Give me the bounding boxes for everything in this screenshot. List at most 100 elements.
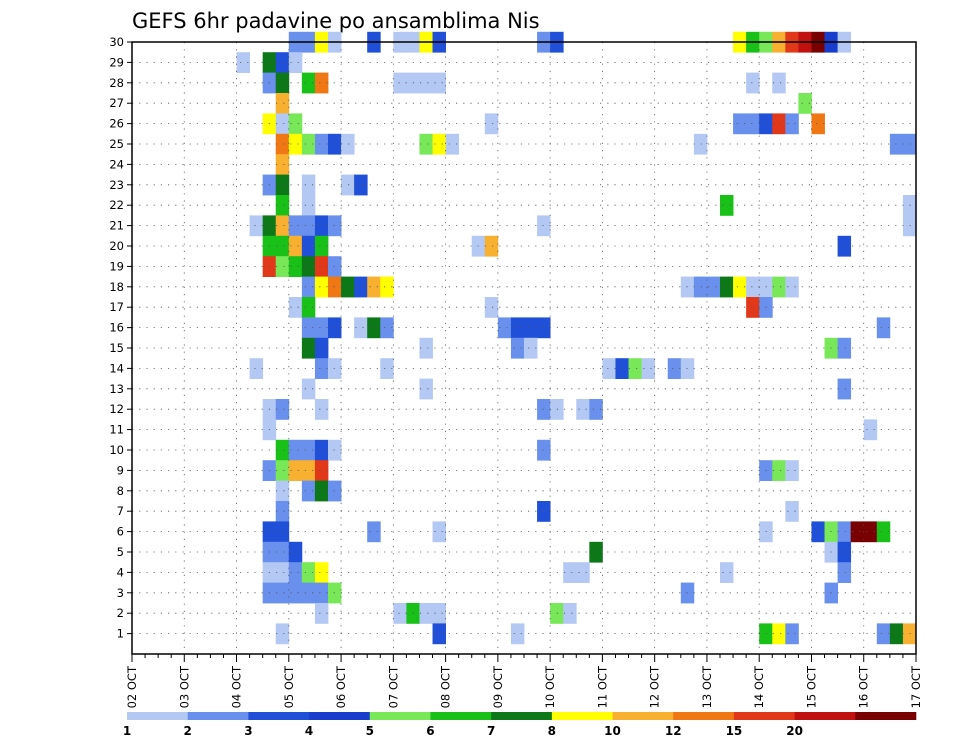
heatmap-cell	[811, 521, 825, 543]
heatmap-cell	[301, 215, 316, 237]
heatmap-cell	[628, 358, 642, 379]
y-tick-label: 11	[109, 423, 124, 437]
y-tick-label: 4	[117, 565, 124, 579]
heatmap-cell	[275, 562, 290, 583]
heatmap-cell	[393, 603, 407, 624]
x-tick-label: 16 OCT	[857, 665, 871, 708]
heatmap-cell	[798, 93, 812, 114]
heatmap-cell	[275, 93, 290, 114]
heatmap-cells	[236, 31, 917, 645]
y-tick-label: 23	[109, 178, 124, 192]
y-tick-label: 2	[117, 606, 124, 620]
heatmap-cell	[288, 439, 303, 461]
colorbar-label: 5	[366, 724, 374, 738]
y-tick-label: 12	[109, 402, 124, 416]
heatmap-cell	[772, 72, 786, 94]
heatmap-cell	[484, 113, 499, 135]
y-tick-label: 9	[117, 463, 124, 477]
x-axis-ticks: 02 OCT 03 OCT 04 OCT 05 OCT 06 OCT 07 OCT 08 O…	[125, 654, 923, 708]
y-tick-label: 28	[109, 76, 124, 90]
y-axis-ticks: 1234567891011121314151617181920212223242…	[109, 35, 132, 641]
heatmap-cell	[301, 562, 316, 583]
heatmap-cell	[301, 582, 316, 604]
heatmap-cell	[301, 317, 316, 339]
colorbar-label: 8	[548, 724, 556, 738]
colorbar-swatch	[309, 712, 371, 720]
heatmap-cell	[419, 603, 433, 624]
x-tick-label: 10 OCT	[543, 665, 557, 708]
heatmap-cell	[589, 399, 603, 420]
heatmap-cell	[772, 276, 786, 298]
heatmap-cell	[863, 521, 878, 543]
heatmap-cell	[341, 276, 355, 298]
colorbar-label: 3	[244, 724, 252, 738]
heatmap-cell	[537, 399, 551, 420]
heatmap-cell	[301, 297, 316, 318]
x-tick-label: 05 OCT	[282, 665, 296, 708]
heatmap-cell	[785, 501, 799, 522]
colorbar-label: 2	[184, 724, 192, 738]
heatmap-cell	[354, 276, 368, 298]
y-tick-label: 14	[109, 361, 124, 375]
heatmap-cell	[314, 562, 329, 583]
y-tick-label: 15	[109, 341, 124, 355]
heatmap-cell	[850, 521, 865, 543]
heatmap-cell	[772, 113, 786, 135]
y-tick-label: 7	[117, 504, 124, 518]
heatmap-cell	[314, 480, 329, 502]
heatmap-cell	[314, 215, 329, 237]
heatmap-cell	[837, 521, 852, 543]
heatmap-cell	[314, 399, 329, 420]
heatmap-cell	[693, 133, 708, 155]
heatmap-cell	[301, 174, 316, 196]
heatmap-cell	[301, 378, 316, 400]
heatmap-cell	[301, 235, 316, 257]
colorbar-swatch	[855, 712, 917, 720]
heatmap-cell	[432, 72, 446, 94]
colorbar-swatch	[794, 712, 856, 720]
heatmap-cell	[301, 439, 316, 461]
colorbar-label: 12	[665, 724, 682, 738]
heatmap-cell	[419, 378, 433, 400]
heatmap-cell	[772, 623, 786, 645]
heatmap-cell	[563, 562, 577, 583]
heatmap-cell	[275, 72, 290, 94]
heatmap-cell	[419, 337, 433, 359]
heatmap-cell	[301, 133, 316, 155]
heatmap-cell	[602, 358, 616, 379]
heatmap-cell	[720, 195, 734, 216]
x-tick-label: 08 OCT	[439, 665, 453, 708]
heatmap-cell	[275, 154, 290, 175]
y-tick-label: 16	[109, 321, 124, 335]
x-tick-label: 07 OCT	[386, 665, 400, 708]
heatmap-cell	[288, 256, 303, 277]
heatmap-cell	[275, 113, 290, 135]
heatmap-cell	[524, 337, 538, 359]
heatmap-cell	[301, 256, 316, 277]
heatmap-cell	[367, 521, 381, 543]
heatmap-cell	[314, 460, 329, 481]
colorbar-label: 20	[786, 724, 803, 738]
heatmap-cell	[354, 174, 368, 196]
colorbar-swatch	[733, 712, 795, 720]
heatmap-cell	[288, 235, 303, 257]
heatmap-cell	[314, 337, 329, 359]
x-tick-label: 11 OCT	[595, 665, 609, 708]
y-tick-label: 5	[117, 545, 124, 559]
heatmap-cell	[889, 623, 904, 645]
heatmap-cell	[432, 133, 446, 155]
heatmap-cell	[288, 113, 303, 135]
x-tick-label: 06 OCT	[334, 665, 348, 708]
heatmap-cell	[288, 215, 303, 237]
heatmap-cell	[576, 562, 590, 583]
heatmap-cell	[275, 623, 290, 645]
heatmap-cell	[341, 174, 355, 196]
colorbar-label: 10	[604, 724, 621, 738]
y-tick-label: 19	[109, 259, 124, 273]
heatmap-cell	[746, 276, 760, 298]
heatmap-cell	[746, 113, 760, 135]
colorbar-swatch	[248, 712, 310, 720]
heatmap-cell	[484, 297, 499, 318]
heatmap-cell	[837, 562, 852, 583]
heatmap-cell	[510, 623, 525, 645]
